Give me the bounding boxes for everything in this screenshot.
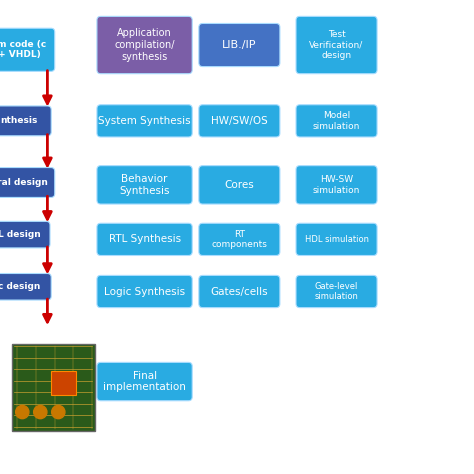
Text: Application
compilation/
synthesis: Application compilation/ synthesis — [114, 28, 175, 62]
FancyBboxPatch shape — [97, 166, 192, 204]
Text: am code (c
+ VHDL): am code (c + VHDL) — [0, 40, 46, 59]
FancyBboxPatch shape — [0, 273, 51, 300]
FancyBboxPatch shape — [0, 168, 55, 197]
Text: Cores: Cores — [225, 180, 254, 190]
Text: Model
simulation: Model simulation — [313, 111, 360, 130]
Text: L design: L design — [0, 230, 40, 239]
Circle shape — [16, 405, 29, 419]
Text: Gates/cells: Gates/cells — [210, 286, 268, 297]
Text: RTL Synthesis: RTL Synthesis — [109, 234, 181, 245]
FancyBboxPatch shape — [12, 344, 95, 431]
FancyBboxPatch shape — [199, 166, 280, 204]
Text: Behavior
Synthesis: Behavior Synthesis — [119, 174, 170, 196]
FancyBboxPatch shape — [296, 166, 377, 204]
Text: Gate-level
simulation: Gate-level simulation — [315, 282, 358, 301]
Text: HW-SW
simulation: HW-SW simulation — [313, 175, 360, 194]
Text: Logic Synthesis: Logic Synthesis — [104, 286, 185, 297]
FancyBboxPatch shape — [199, 275, 280, 308]
FancyBboxPatch shape — [296, 17, 377, 74]
FancyBboxPatch shape — [296, 275, 377, 308]
FancyBboxPatch shape — [97, 275, 192, 308]
FancyBboxPatch shape — [0, 106, 51, 136]
Circle shape — [52, 405, 65, 419]
Text: System Synthesis: System Synthesis — [98, 116, 191, 126]
FancyBboxPatch shape — [199, 24, 280, 67]
FancyBboxPatch shape — [0, 221, 50, 248]
Text: c design: c design — [0, 283, 40, 291]
FancyBboxPatch shape — [0, 28, 55, 72]
Text: nthesis: nthesis — [0, 117, 37, 125]
FancyBboxPatch shape — [97, 363, 192, 401]
Text: Test
Verification/
design: Test Verification/ design — [310, 30, 364, 60]
Text: HW/SW/OS: HW/SW/OS — [211, 116, 268, 126]
FancyBboxPatch shape — [199, 105, 280, 137]
Text: HDL simulation: HDL simulation — [304, 235, 369, 244]
FancyBboxPatch shape — [97, 105, 192, 137]
Circle shape — [34, 405, 47, 419]
Text: LIB./IP: LIB./IP — [222, 40, 256, 50]
FancyBboxPatch shape — [296, 105, 377, 137]
FancyBboxPatch shape — [97, 17, 192, 74]
Text: RT
components: RT components — [211, 230, 267, 249]
FancyBboxPatch shape — [51, 371, 76, 395]
Text: Final
implementation: Final implementation — [103, 371, 186, 392]
Text: oral design: oral design — [0, 178, 47, 187]
FancyBboxPatch shape — [199, 223, 280, 255]
FancyBboxPatch shape — [296, 223, 377, 255]
FancyBboxPatch shape — [97, 223, 192, 255]
